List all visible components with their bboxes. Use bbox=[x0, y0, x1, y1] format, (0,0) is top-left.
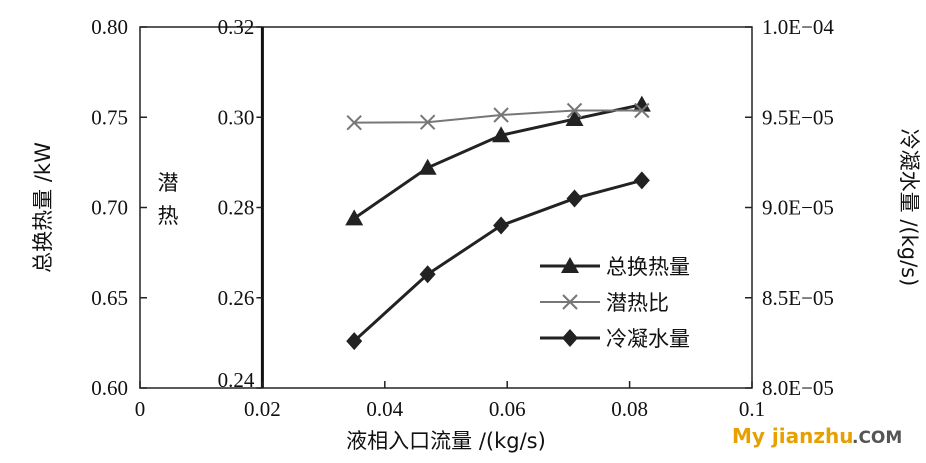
inner-axis-title-char: 潜 bbox=[158, 171, 179, 195]
data-point bbox=[566, 102, 583, 119]
right-tick-label: 8.5E−05 bbox=[762, 286, 834, 310]
x-tick-label: 0.08 bbox=[611, 397, 648, 421]
marker-stroke bbox=[346, 114, 362, 131]
right-tick-label: 1.0E−04 bbox=[762, 15, 834, 39]
legend-marker bbox=[561, 257, 579, 273]
series-1 bbox=[345, 95, 651, 226]
data-point bbox=[633, 171, 650, 190]
inner-axis-title-char: 热 bbox=[158, 204, 179, 228]
series-line bbox=[353, 178, 643, 343]
legend-label: 总换热量 bbox=[606, 255, 690, 279]
left-tick-label: 0.70 bbox=[91, 196, 128, 220]
marker-stroke bbox=[493, 107, 509, 123]
inner-tick-label: 0.28 bbox=[218, 196, 255, 220]
axis-titles: 液相入口流量 /(kg/s) 总换热量 /kW 冷凝水量 /(kg/s) 潜热 bbox=[31, 129, 921, 453]
watermark: My jianzhu .COM bbox=[732, 424, 902, 448]
x-axis-title: 液相入口流量 /(kg/s) bbox=[346, 429, 546, 453]
legend-marker bbox=[562, 294, 578, 310]
series-3 bbox=[346, 171, 650, 351]
watermark-com-text: .COM bbox=[852, 428, 902, 448]
data-point bbox=[565, 110, 584, 127]
data-point bbox=[419, 265, 436, 284]
left-tick-label: 0.80 bbox=[91, 15, 128, 39]
x-tick-label: 0 bbox=[135, 397, 146, 421]
left-tick-label: 0.75 bbox=[91, 105, 128, 129]
right-tick-label: 8.0E−05 bbox=[762, 376, 834, 400]
legend-label: 冷凝水量 bbox=[606, 327, 690, 351]
legend-label: 潜热比 bbox=[606, 291, 669, 315]
right-tick-label: 9.5E−05 bbox=[762, 105, 834, 129]
x-tick-label: 0.06 bbox=[489, 397, 526, 421]
legend-marker bbox=[562, 329, 578, 347]
x-tick-label: 0.02 bbox=[244, 397, 281, 421]
data-point bbox=[418, 158, 437, 175]
left-axis-title: 总换热量 /kW bbox=[31, 142, 55, 273]
data-point bbox=[634, 102, 650, 119]
tick-labels: 0.60 0.24 8.0E−05 0.65 0.26 8.5E−05 0.70 0.28 9.… bbox=[91, 15, 834, 421]
marker-stroke bbox=[634, 102, 650, 119]
x-tick-label: 0.04 bbox=[366, 397, 403, 421]
inner-tick-label: 0.24 bbox=[218, 368, 255, 392]
marker-stroke bbox=[566, 102, 583, 119]
inner-tick-label: 0.26 bbox=[218, 286, 255, 310]
watermark-text: My jianzhu bbox=[732, 424, 853, 448]
right-axis-title: 冷凝水量 /(kg/s) bbox=[897, 129, 921, 287]
series-layer bbox=[345, 95, 651, 351]
left-tick-label: 0.65 bbox=[91, 286, 128, 310]
x-tick-label: 0.1 bbox=[739, 397, 765, 421]
data-point bbox=[566, 189, 583, 208]
inner-tick-label: 0.32 bbox=[218, 15, 255, 39]
data-point bbox=[345, 209, 364, 226]
axes bbox=[139, 26, 753, 389]
right-tick-label: 9.0E−05 bbox=[762, 196, 834, 220]
data-point bbox=[346, 114, 362, 131]
marker-stroke bbox=[419, 114, 436, 130]
series-2 bbox=[346, 102, 650, 131]
data-point bbox=[493, 216, 510, 235]
data-point bbox=[346, 332, 363, 351]
data-point bbox=[419, 114, 436, 130]
marker-stroke bbox=[562, 294, 578, 310]
data-point bbox=[632, 95, 651, 112]
data-point bbox=[492, 126, 511, 143]
data-point bbox=[493, 107, 509, 123]
inner-tick-label: 0.30 bbox=[218, 105, 255, 129]
left-tick-label: 0.60 bbox=[91, 376, 128, 400]
